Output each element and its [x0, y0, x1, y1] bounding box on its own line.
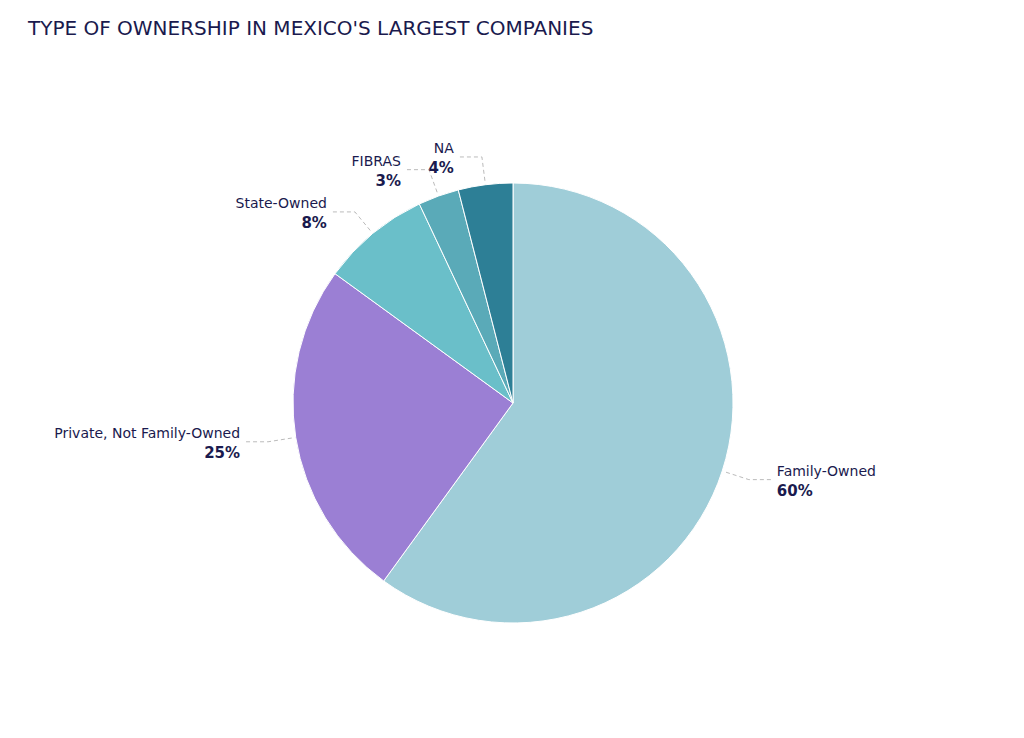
svg-text:FIBRAS: FIBRAS [352, 153, 402, 169]
html-text:TYPE OF OWNERSHIP IN MEXICO'S: TYPE OF OWNERSHIP IN MEXICO'S LARGEST CO… [28, 16, 594, 40]
svg-text:4%: 4% [428, 159, 453, 177]
svg-text:25%: 25% [204, 444, 240, 462]
svg-text:3%: 3% [376, 172, 401, 190]
svg-text:Private, Not Family-Owned: Private, Not Family-Owned [54, 425, 240, 441]
svg-text:State-Owned: State-Owned [236, 195, 327, 211]
svg-text:Family-Owned: Family-Owned [777, 463, 876, 479]
svg-text:NA: NA [434, 140, 454, 156]
svg-text:60%: 60% [777, 482, 813, 500]
svg-text:8%: 8% [301, 214, 326, 232]
